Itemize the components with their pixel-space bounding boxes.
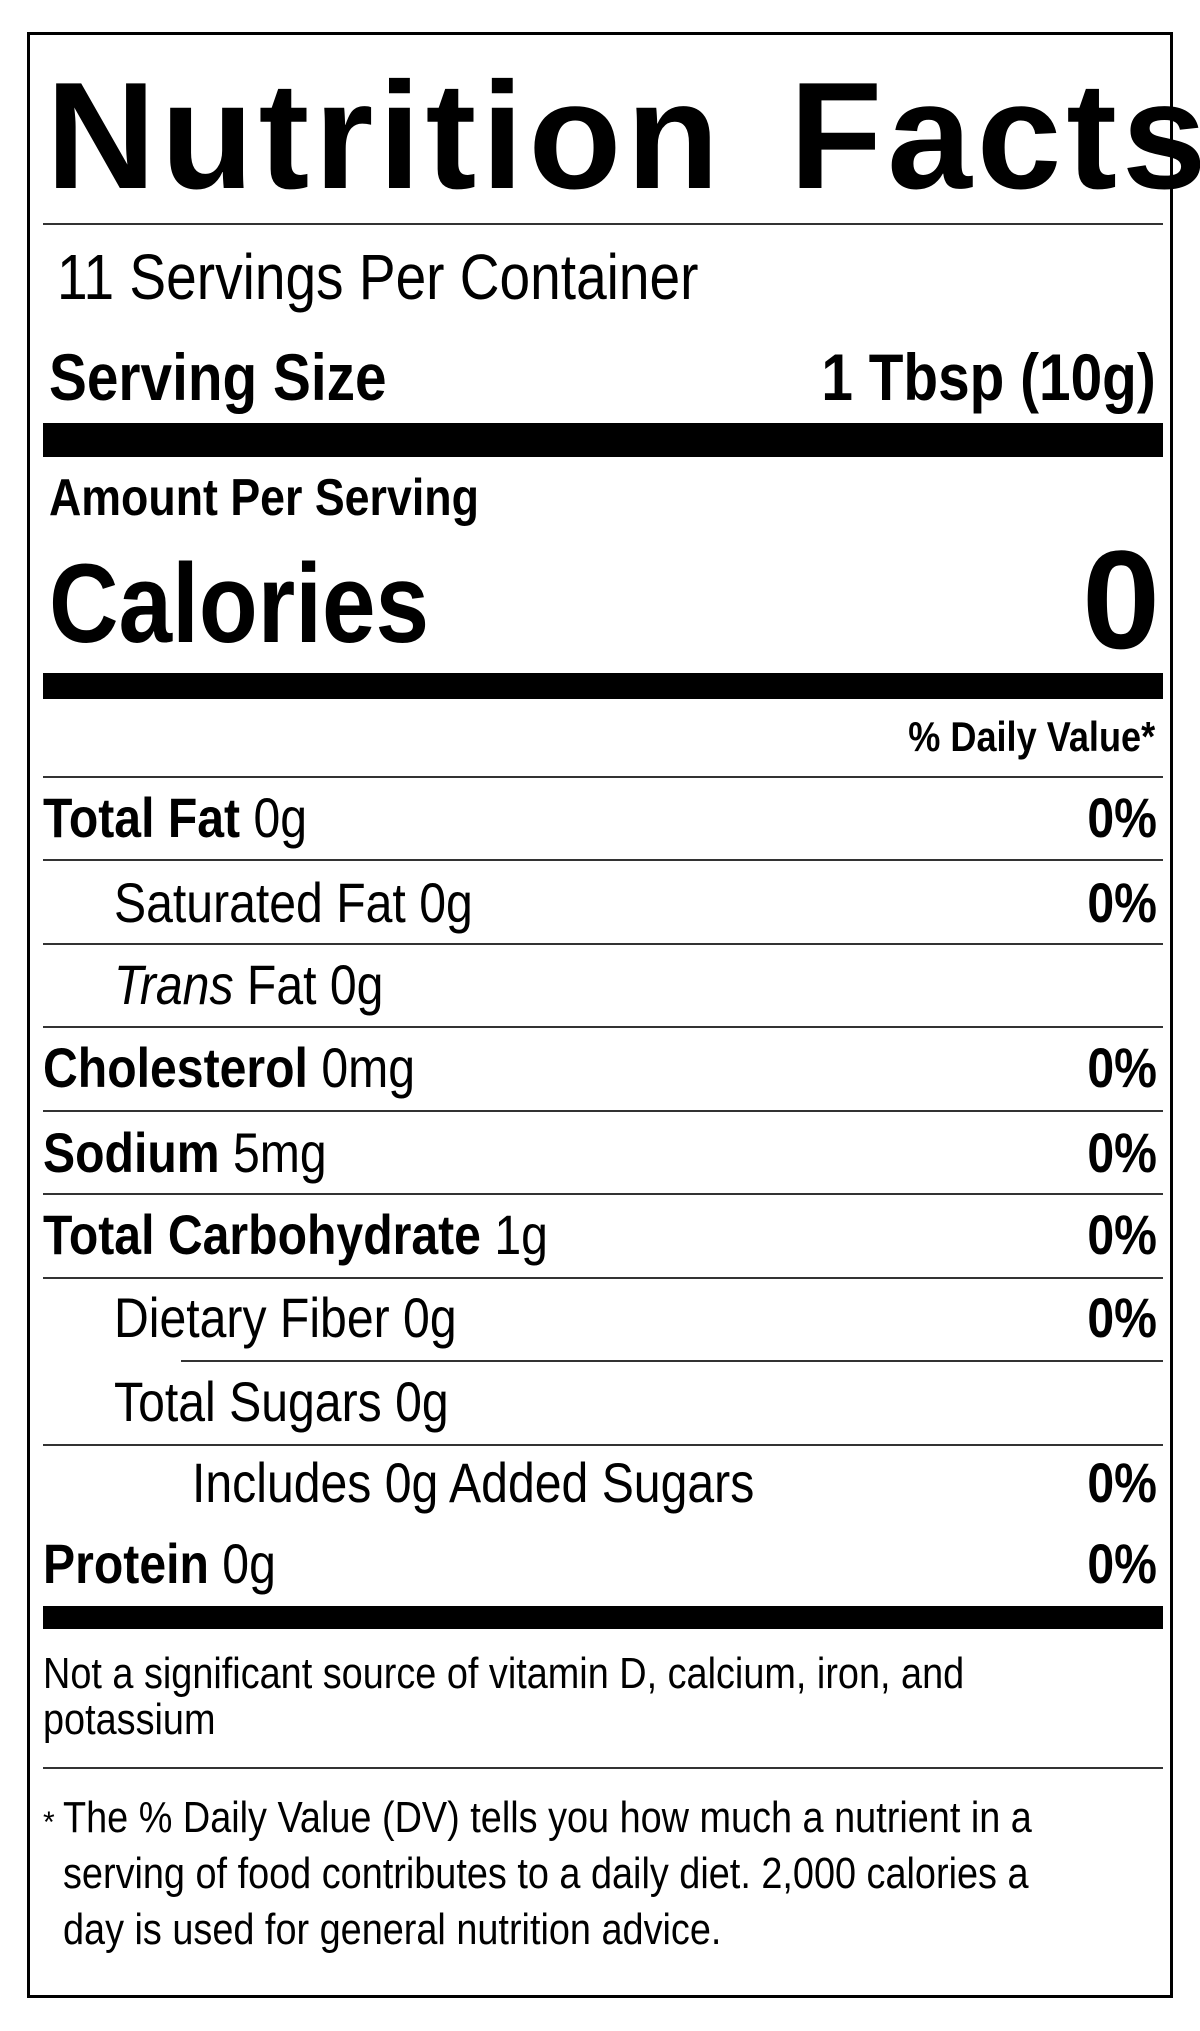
nutrient-label: Trans Fat 0g [114,955,427,1015]
row-divider [43,1110,1163,1112]
nutrient-label: Includes 0g Added Sugars [192,1453,846,1513]
nutrient-label: Protein 0g [43,1534,314,1594]
nutrient-amount: 1g [494,1203,548,1266]
daily-value-percent: 0% [1076,1288,1157,1348]
nutrient-row: Total Fat 0g 0% [43,788,1157,848]
daily-value-text: 0% [1087,1036,1157,1099]
nutrient-name: Saturated Fat [114,871,406,934]
page-title: Nutrition Facts [46,51,1200,221]
daily-value-percent: 0% [1076,1453,1157,1513]
nutrient-name: Cholesterol [43,1036,308,1099]
daily-value-text: 0% [1087,1203,1157,1266]
nutrient-amount: 0g [222,1532,276,1595]
nutrient-label: Total Carbohydrate 1g [43,1205,630,1265]
nutrient-amount: 5mg [232,1121,327,1184]
nutrient-name: Sodium [43,1121,220,1184]
nutrient-name: Dietary Fiber [114,1286,390,1349]
row-divider [43,1026,1163,1028]
amount-per-serving-text: Amount Per Serving [49,469,479,527]
calories-value: 0 [1082,521,1160,678]
nutrient-label: Sodium 5mg [43,1123,373,1183]
medium-divider [43,673,1163,699]
row-divider [43,1193,1163,1195]
nutrient-amount: 0g [403,1286,457,1349]
nutrient-amount: 0mg [321,1036,416,1099]
footnote-line: The % Daily Value (DV) tells you how muc… [63,1796,1190,1840]
nutrient-row: Dietary Fiber 0g 0% [43,1288,1157,1348]
footnote-asterisk: * [43,1806,55,1839]
daily-value-percent: 0% [1076,1123,1157,1183]
serving-size-value: 1 Tbsp (10g) [767,344,1156,410]
note-text: potassium [43,1695,216,1744]
daily-value-text: 0% [1087,1451,1157,1514]
calories-label-text: Calories [49,541,430,666]
daily-value-percent: 0% [1076,1205,1157,1265]
row-divider [43,1444,1163,1446]
nutrient-label: Saturated Fat 0g [114,873,531,933]
thick-divider-bottom [43,1606,1163,1629]
serving-size-label-text: Serving Size [49,340,387,414]
daily-value-text: 0% [1087,1532,1157,1595]
nutrient-name: Includes 0g Added Sugars [192,1451,755,1514]
row-divider [43,859,1163,861]
daily-value-header: % Daily Value* [868,716,1155,758]
nutrient-row: Trans Fat 0g [43,955,1157,1015]
nutrient-label: Cholesterol 0mg [43,1038,476,1098]
thick-divider [43,423,1163,457]
nutrient-row: Total Sugars 0g [43,1372,1157,1432]
row-divider [181,1360,1163,1362]
daily-value-header-text: % Daily Value* [908,713,1155,760]
micronutrient-note-line: potassium [43,1698,244,1742]
divider [43,1767,1163,1769]
nutrition-facts-panel [27,32,1173,1998]
daily-value-percent: 0% [1076,1534,1157,1594]
row-divider [43,776,1163,778]
daily-value-percent: 0% [1076,788,1157,848]
nutrient-row: Includes 0g Added Sugars 0% [43,1453,1157,1513]
serving-size-label: Serving Size [49,344,442,410]
nutrient-row: Cholesterol 0mg 0% [43,1038,1157,1098]
nutrient-label-italic: Trans [114,953,234,1016]
row-divider [43,1277,1163,1279]
nutrient-label: Total Sugars 0g [114,1372,503,1432]
footnote-line: serving of food contributes to a daily d… [63,1852,1186,1896]
nutrient-name: Total Carbohydrate [43,1203,481,1266]
nutrient-name: Total Fat [43,786,241,849]
daily-value-text: 0% [1087,1121,1157,1184]
micronutrient-note-line: Not a significant source of vitamin D, c… [43,1652,1114,1696]
nutrient-name: Total Sugars [114,1370,382,1433]
nutrient-amount: 0g [253,786,308,849]
footnote-text: serving of food contributes to a daily d… [63,1849,1029,1898]
nutrient-row: Saturated Fat 0g 0% [43,873,1157,933]
nutrient-amount: 0g [395,1370,449,1433]
daily-value-text: 0% [1087,1286,1157,1349]
note-text: Not a significant source of vitamin D, c… [43,1649,965,1698]
daily-value-percent: 0% [1076,1038,1157,1098]
amount-per-serving: Amount Per Serving [49,472,549,524]
calories-label: Calories [49,548,491,660]
nutrient-amount: 0g [329,953,384,1016]
daily-value-percent: 0% [1076,873,1157,933]
divider [43,223,1163,225]
nutrient-amount: 0g [419,871,473,934]
daily-value-text: 0% [1087,786,1157,849]
nutrient-row: Sodium 5mg 0% [43,1123,1157,1183]
footnote-text: day is used for general nutrition advice… [63,1905,722,1954]
nutrient-name: Protein [43,1532,209,1595]
nutrient-row: Protein 0g 0% [43,1534,1157,1594]
footnote-text: The % Daily Value (DV) tells you how muc… [63,1793,1032,1842]
row-divider [43,943,1163,945]
servings-text: 11 Servings Per Container [57,241,699,313]
nutrient-label: Dietary Fiber 0g [114,1288,512,1348]
nutrient-row: Total Carbohydrate 1g 0% [43,1205,1157,1265]
nutrient-label: Total Fat 0g [43,788,350,848]
footnote-line: day is used for general nutrition advice… [63,1908,829,1952]
serving-size-value-text: 1 Tbsp (10g) [821,340,1156,414]
daily-value-text: 0% [1087,871,1157,934]
nutrient-name: Fat [246,953,317,1016]
servings-per-container: 11 Servings Per Container [57,245,803,309]
